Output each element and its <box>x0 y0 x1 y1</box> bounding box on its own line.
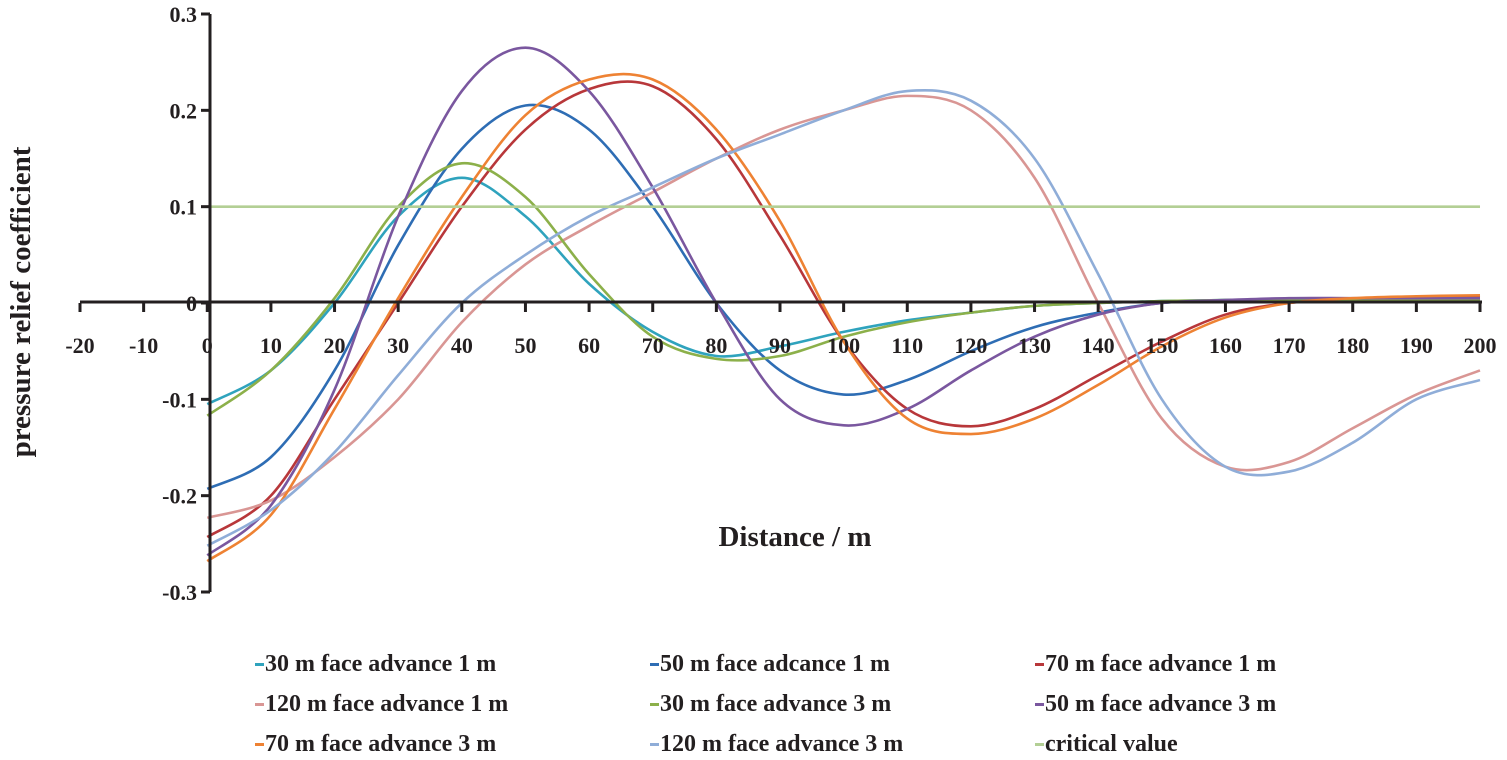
x-tick-label: -10 <box>129 333 158 358</box>
x-tick-label: 100 <box>827 333 860 358</box>
legend-item: 70 m face advance 3 m <box>255 728 650 760</box>
x-tick-label: 50 <box>514 333 536 358</box>
legend-swatch <box>255 703 264 706</box>
legend-swatch <box>650 743 659 746</box>
legend-swatch <box>255 663 264 666</box>
x-tick-label: 120 <box>954 333 987 358</box>
y-tick-label: 0.1 <box>170 195 198 220</box>
series-line-8 <box>207 90 1480 545</box>
y-tick-label: 0.3 <box>170 2 198 27</box>
x-tick-label: 70 <box>642 333 664 358</box>
y-axis-title: pressure relief coefficient <box>5 146 37 457</box>
legend-swatch <box>650 703 659 706</box>
x-tick-label: 150 <box>1145 333 1178 358</box>
legend-swatch <box>1035 703 1044 706</box>
legend-item: 30 m face advance 1 m <box>255 648 650 680</box>
x-tick-label: 20 <box>324 333 346 358</box>
series-line-5 <box>207 163 1480 415</box>
line-chart: -20 -10 0 10 20 30 40 50 60 70 80 90 100 110 120 130 140… <box>0 0 1507 640</box>
legend-label: critical value <box>1045 731 1178 758</box>
x-tick-label: 110 <box>891 333 923 358</box>
legend-label: 50 m face adcance 1 m <box>660 651 890 678</box>
x-axis-title: Distance / m <box>718 521 871 553</box>
legend-item: 120 m face advance 3 m <box>650 728 1035 760</box>
x-tick-label: 140 <box>1082 333 1115 358</box>
x-tick-label: 190 <box>1400 333 1433 358</box>
x-tick-label: 130 <box>1018 333 1051 358</box>
y-tick-label: 0.2 <box>170 98 198 123</box>
chart-legend: 30 m face advance 1 m 50 m face adcance 1… <box>255 648 1365 760</box>
x-tick-label: 60 <box>578 333 600 358</box>
x-tick-label: 80 <box>705 333 727 358</box>
x-tick-label: 170 <box>1273 333 1306 358</box>
x-tick-label: 160 <box>1209 333 1242 358</box>
legend-label: 70 m face advance 1 m <box>1045 651 1276 678</box>
x-tick-label: 0 <box>202 333 213 358</box>
series-line-1 <box>207 178 1480 404</box>
y-tick-label: 0 <box>186 291 197 316</box>
y-tick-label: -0.1 <box>162 387 197 412</box>
y-tick-label: -0.2 <box>162 484 197 509</box>
legend-swatch <box>1035 663 1044 666</box>
x-tick-label: 30 <box>387 333 409 358</box>
x-tick-label: 40 <box>451 333 473 358</box>
legend-label: 30 m face advance 3 m <box>660 691 891 718</box>
legend-swatch <box>255 743 264 746</box>
legend-item: 70 m face advance 1 m <box>1035 648 1365 680</box>
x-tick-label: 180 <box>1336 333 1369 358</box>
legend-item: 30 m face advance 3 m <box>650 688 1035 720</box>
legend-item: 120 m face advance 1 m <box>255 688 650 720</box>
legend-label: 70 m face advance 3 m <box>265 731 496 758</box>
legend-swatch <box>1035 743 1044 746</box>
legend-label: 30 m face advance 1 m <box>265 651 496 678</box>
x-tick-label: -20 <box>65 333 94 358</box>
series-line-7 <box>207 74 1480 561</box>
legend-label: 120 m face advance 3 m <box>660 731 903 758</box>
legend-item: critical value <box>1035 728 1365 760</box>
x-tick-label: 90 <box>769 333 791 358</box>
legend-label: 120 m face advance 1 m <box>265 691 508 718</box>
x-tick-label: 200 <box>1464 333 1497 358</box>
legend-swatch <box>650 663 659 666</box>
legend-label: 50 m face advance 3 m <box>1045 691 1276 718</box>
legend-item: 50 m face adcance 1 m <box>650 648 1035 680</box>
legend-item: 50 m face advance 3 m <box>1035 688 1365 720</box>
x-tick-label: 10 <box>260 333 282 358</box>
y-tick-label: -0.3 <box>162 580 197 605</box>
